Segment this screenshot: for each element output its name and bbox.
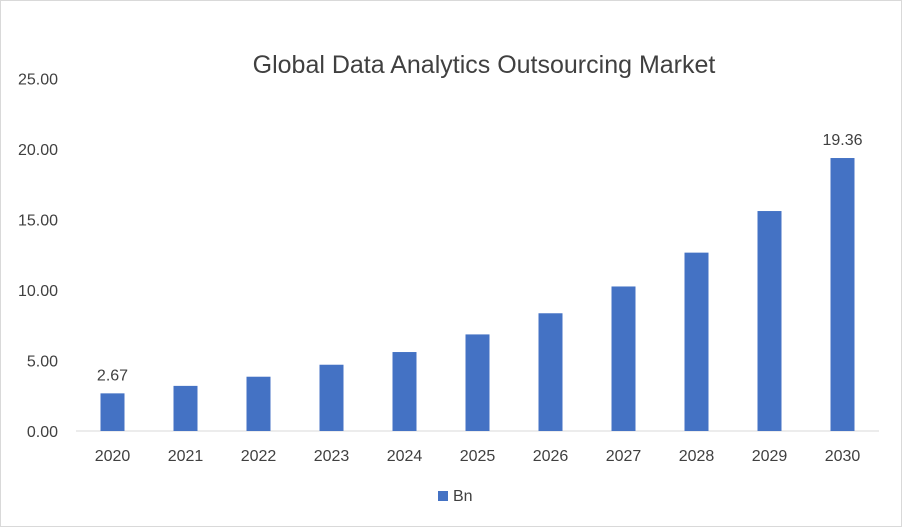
bar	[319, 364, 344, 431]
bar	[611, 286, 636, 431]
x-tick-label: 2023	[314, 448, 350, 465]
y-tick-label: 0.00	[27, 424, 58, 441]
bar	[173, 385, 198, 431]
y-axis-ticks: 0.00 5.00 10.00 15.00 20.00 25.00	[18, 72, 58, 442]
y-tick-label: 5.00	[27, 354, 58, 371]
bar	[538, 313, 563, 431]
x-tick-label: 2020	[95, 448, 131, 465]
x-tick-label: 2027	[606, 448, 642, 465]
bar	[392, 352, 417, 431]
y-tick-label: 20.00	[18, 142, 58, 159]
x-tick-label: 2022	[241, 448, 277, 465]
x-tick-label: 2028	[679, 448, 715, 465]
x-tick-label: 2021	[168, 448, 204, 465]
x-tick-label: 2029	[752, 448, 788, 465]
x-tick-label: 2026	[533, 448, 569, 465]
bar	[465, 334, 490, 431]
bar	[100, 393, 125, 431]
x-axis-ticks: 2020 2021 2022 2023 2024 2025 2026 2027 2028 2029…	[95, 448, 861, 465]
legend-label: Bn	[453, 488, 473, 505]
x-tick-label: 2030	[825, 448, 861, 465]
bar	[830, 158, 855, 432]
data-labels: 2.67 19.36	[97, 132, 863, 384]
x-tick-label: 2025	[460, 448, 496, 465]
data-label: 2.67	[97, 367, 128, 384]
bar-series	[100, 158, 855, 432]
chart-title: Global Data Analytics Outsourcing Market	[253, 51, 716, 79]
bar	[246, 376, 271, 431]
x-tick-label: 2024	[387, 448, 423, 465]
bar	[684, 252, 709, 431]
y-tick-label: 15.00	[18, 213, 58, 230]
bar	[757, 211, 782, 431]
legend: Bn	[438, 488, 473, 505]
legend-swatch	[438, 491, 448, 501]
y-tick-label: 25.00	[18, 72, 58, 89]
data-label: 19.36	[822, 132, 862, 149]
y-tick-label: 10.00	[18, 283, 58, 300]
